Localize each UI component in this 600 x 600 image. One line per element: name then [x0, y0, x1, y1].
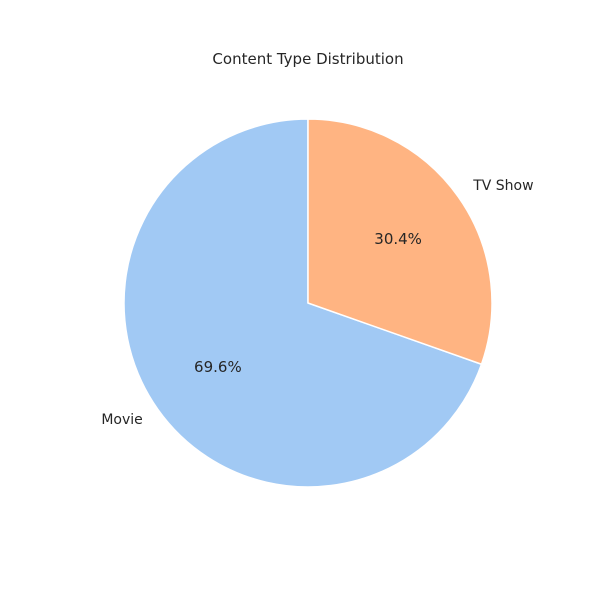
- slice-percent-movie: 69.6%: [194, 358, 242, 376]
- pie-slices: [123, 118, 493, 488]
- slice-label-movie: Movie: [101, 412, 142, 428]
- chart-title: Content Type Distribution: [212, 50, 403, 68]
- pie-slice-tv-show: [307, 118, 493, 365]
- pie-labels: Movie 69.6% TV Show 30.4%: [101, 178, 533, 428]
- slice-label-tv-show: TV Show: [472, 178, 533, 194]
- pie-slice-movie: [123, 118, 483, 488]
- slice-percent-tv-show: 30.4%: [374, 230, 422, 248]
